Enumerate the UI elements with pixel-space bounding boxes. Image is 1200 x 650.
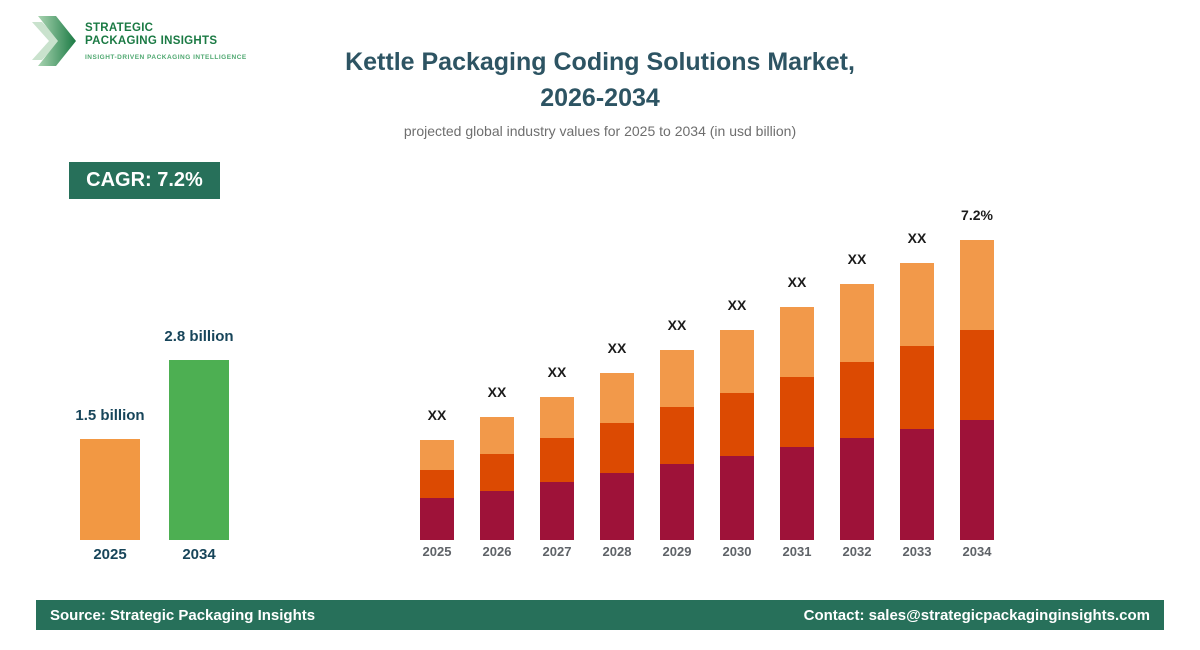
stacked-bar-2025-middle-segment: [420, 470, 454, 498]
stacked-bar-column-2031: XX: [780, 186, 814, 540]
stacked-bar-2034-bottom-segment: [960, 420, 994, 540]
mini-chart-bars: 1.5 billion 2.8 billion: [75, 320, 234, 540]
stacked-bar-2034-middle-segment: [960, 330, 994, 420]
stacked-bar-value-label-2026: XX: [487, 384, 507, 400]
stacked-chart-years: 2025 2026 2027 2028 2029 2030 2031 2032 2033 2034: [420, 544, 994, 559]
stacked-bar-value-label-2031: XX: [787, 274, 807, 290]
chevron-arrow-icon: [32, 16, 76, 66]
stacked-bar-2026-middle-segment: [480, 454, 514, 491]
stacked-bar-value-label-2028: XX: [607, 340, 627, 356]
stacked-bar-2030-middle-segment: [720, 393, 754, 456]
stacked-bar-column-2030: XX: [720, 186, 754, 540]
mini-bar-2025: [80, 439, 140, 540]
stacked-bar-value-label-2034: 7.2%: [961, 207, 993, 223]
stacked-bar-2032-top-segment: [840, 284, 874, 362]
brand-text: STRATEGIC PACKAGING INSIGHTS INSIGHT-DRI…: [85, 16, 247, 61]
stacked-bar-2031-bottom-segment: [780, 447, 814, 540]
footer-bar: Source: Strategic Packaging Insights Con…: [36, 600, 1164, 630]
stacked-year-label-2034: 2034: [962, 544, 992, 559]
stacked-bar-2034-top-segment: [960, 240, 994, 330]
brand-tagline: INSIGHT-DRIVEN PACKAGING INTELLIGENCE: [85, 53, 247, 61]
stacked-bar-2029-middle-segment: [660, 407, 694, 464]
stacked-bar-column-2034: 7.2%: [960, 186, 994, 540]
stacked-bar-2031-middle-segment: [780, 377, 814, 447]
stacked-bar-value-label-2030: XX: [727, 297, 747, 313]
stacked-year-label-2031: 2031: [782, 544, 812, 559]
stacked-bar-column-2027: XX: [540, 186, 574, 540]
stacked-bar-2030-top-segment: [720, 330, 754, 393]
brand-name-line2: PACKAGING INSIGHTS: [85, 34, 218, 47]
stacked-bar-2033-bottom-segment: [900, 429, 934, 540]
stacked-bar-column-2026: XX: [480, 186, 514, 540]
stacked-bar-2026-bottom-segment: [480, 491, 514, 540]
stacked-bar-2027-top-segment: [540, 397, 574, 438]
mini-bar-column-2025: 1.5 billion: [75, 320, 145, 540]
source-text: Source: Strategic Packaging Insights: [50, 606, 316, 624]
stacked-bar-column-2032: XX: [840, 186, 874, 540]
page-title-line2: 2026-2034: [540, 84, 660, 112]
stacked-bar-2033-middle-segment: [900, 346, 934, 429]
page-title-line1: Kettle Packaging Coding Solutions Market…: [345, 48, 855, 76]
stacked-bar-2025-top-segment: [420, 440, 454, 470]
stacked-year-label-2028: 2028: [602, 544, 632, 559]
stacked-bar-2030-bottom-segment: [720, 456, 754, 540]
stacked-bar-2028-top-segment: [600, 373, 634, 423]
stacked-year-label-2030: 2030: [722, 544, 752, 559]
stacked-bar-column-2025: XX: [420, 186, 454, 540]
stacked-bar-column-2029: XX: [660, 186, 694, 540]
stacked-bar-2028-middle-segment: [600, 423, 634, 473]
stacked-chart-bars: XX XX XX XX XX XX XX XX XX 7.2%: [420, 186, 994, 540]
stacked-bar-2031-top-segment: [780, 307, 814, 377]
stacked-bar-2025-bottom-segment: [420, 498, 454, 540]
stacked-bar-2029-bottom-segment: [660, 464, 694, 540]
contact-email-link[interactable]: Contact: sales@strategicpackaginginsight…: [803, 606, 1150, 624]
stacked-year-label-2026: 2026: [482, 544, 512, 559]
mini-year-label-2034: 2034: [182, 546, 216, 563]
stacked-bar-2027-middle-segment: [540, 438, 574, 482]
page-subtitle: projected global industry values for 202…: [403, 123, 797, 139]
stacked-bar-column-2028: XX: [600, 186, 634, 540]
mini-year-label-2025: 2025: [93, 546, 127, 563]
stacked-bar-value-label-2029: XX: [667, 317, 687, 333]
stacked-bar-2028-bottom-segment: [600, 473, 634, 540]
stacked-year-label-2033: 2033: [902, 544, 932, 559]
stacked-bar-value-label-2032: XX: [847, 251, 867, 267]
title-block: Kettle Packaging Coding Solutions Market…: [0, 44, 1200, 139]
stacked-bar-2029-top-segment: [660, 350, 694, 407]
stacked-bar-2026-top-segment: [480, 417, 514, 454]
stacked-bar-column-2033: XX: [900, 186, 934, 540]
stacked-year-label-2029: 2029: [662, 544, 692, 559]
mini-bar-value-label-2034: 2.8 billion: [164, 328, 234, 345]
cagr-badge: CAGR: 7.2%: [69, 162, 220, 199]
stacked-bar-value-label-2033: XX: [907, 230, 927, 246]
stacked-year-label-2025: 2025: [422, 544, 452, 559]
mini-chart-years: 2025 2034: [80, 546, 229, 563]
brand-logo: STRATEGIC PACKAGING INSIGHTS INSIGHT-DRI…: [32, 16, 247, 66]
stacked-bar-2027-bottom-segment: [540, 482, 574, 540]
stacked-bar-value-label-2025: XX: [427, 407, 447, 423]
stacked-bar-2032-middle-segment: [840, 362, 874, 438]
stacked-year-label-2032: 2032: [842, 544, 872, 559]
stacked-bar-2033-top-segment: [900, 263, 934, 346]
stacked-bar-value-label-2027: XX: [547, 364, 567, 380]
stacked-bar-2032-bottom-segment: [840, 438, 874, 540]
stacked-year-label-2027: 2027: [542, 544, 572, 559]
mini-bar-column-2034: 2.8 billion: [164, 320, 234, 540]
mini-bar-value-label-2025: 1.5 billion: [75, 407, 145, 424]
brand-name-line1: STRATEGIC: [85, 22, 154, 34]
mini-bar-2034: [169, 360, 229, 540]
